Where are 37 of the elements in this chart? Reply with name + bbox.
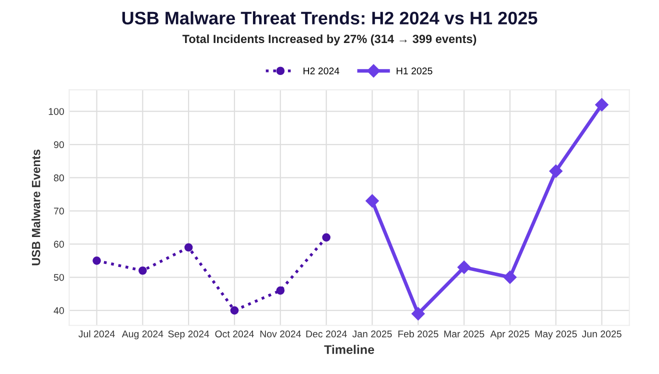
x-tick-label: Jul 2024 xyxy=(78,330,115,338)
x-tick-label: May 2025 xyxy=(535,330,577,340)
point xyxy=(503,270,517,284)
y-tick-label: 80 xyxy=(54,174,64,182)
x-tick-label: Apr 2025 xyxy=(490,330,530,340)
point xyxy=(412,307,425,320)
y-tick-label: 90 xyxy=(54,141,64,148)
point xyxy=(549,164,562,178)
y-tick-label: 100 xyxy=(48,108,64,115)
point xyxy=(457,260,471,274)
legend-label: H1 2025 xyxy=(396,67,432,74)
y-tick-label: 70 xyxy=(54,208,64,215)
x-tick-label: Sep 2024 xyxy=(168,330,210,340)
y-tick-label: 40 xyxy=(54,307,64,314)
x-tick-label: Dec 2024 xyxy=(306,330,347,338)
point xyxy=(92,256,101,265)
x-axis-title: Timeline xyxy=(324,344,374,354)
x-tick-label: Aug 2024 xyxy=(122,330,164,340)
point xyxy=(138,266,147,275)
x-tick-label: Oct 2024 xyxy=(215,330,254,338)
chart-title: USB Malware Threat Trends: H2 2024 vs H1 2025 xyxy=(122,11,538,24)
y-tick-label: 50 xyxy=(54,274,64,281)
y-tick-label: 60 xyxy=(54,240,64,248)
x-tick-label: Feb 2025 xyxy=(398,330,438,338)
point xyxy=(276,286,285,295)
point xyxy=(322,233,330,242)
point xyxy=(184,243,193,252)
x-tick-label: Jun 2025 xyxy=(582,330,622,338)
chart-subtitle: Total Incidents Increased by 27% (314 → 399 events) xyxy=(182,34,476,46)
legend-label: H2 2024 xyxy=(304,67,340,74)
x-tick-label: Nov 2024 xyxy=(260,330,301,338)
point xyxy=(366,194,379,208)
point xyxy=(230,306,239,315)
x-tick-label: Mar 2025 xyxy=(444,330,484,338)
point xyxy=(595,98,608,112)
y-axis-title: USB Malware Events xyxy=(32,150,40,266)
x-tick-label: Jan 2025 xyxy=(352,330,392,338)
